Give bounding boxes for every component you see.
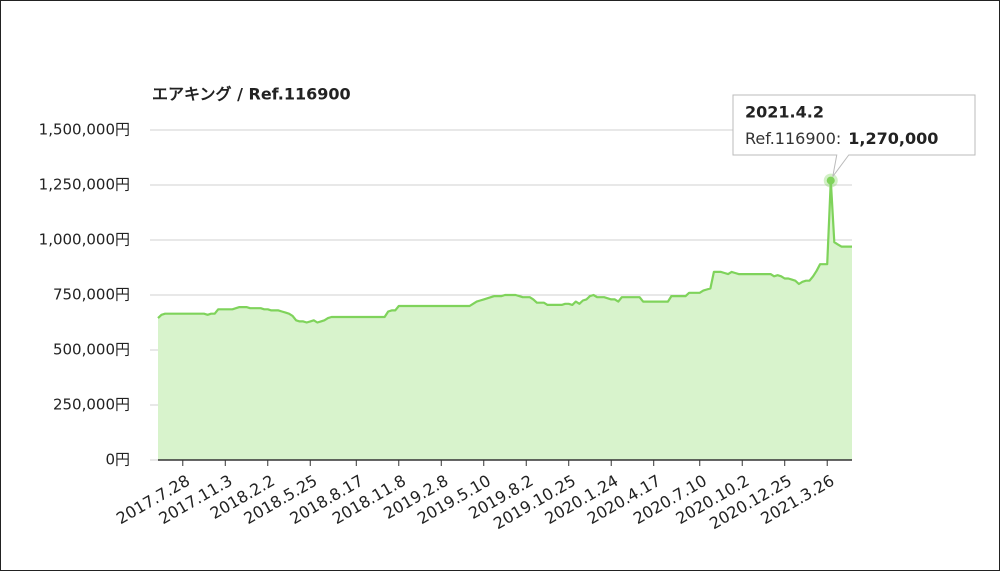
y-tick-label: 500,000円 [53, 341, 130, 359]
highlight-marker [826, 176, 835, 185]
y-tick-label: 0円 [105, 451, 130, 469]
area [158, 180, 852, 460]
y-tick-label: 1,500,000円 [39, 121, 130, 139]
chart-title: エアキング / Ref.116900 [152, 85, 351, 104]
tooltip-title: 2021.4.2 [745, 103, 824, 122]
y-tick-label: 250,000円 [53, 396, 130, 414]
y-tick-label: 1,250,000円 [39, 176, 130, 194]
tooltip-label: Ref.116900: [745, 129, 841, 148]
line [157, 179, 852, 324]
y-tick-label: 750,000円 [53, 286, 130, 304]
tooltip-body: Ref.116900: 1,270,000 [745, 129, 938, 148]
tooltip-value: 1,270,000 [848, 129, 938, 148]
tooltip-box [732, 94, 976, 177]
plot [157, 179, 852, 460]
y-tick-label: 1,000,000円 [39, 231, 130, 249]
tooltip: 2021.4.2 Ref.116900: 1,270,000 [732, 94, 976, 188]
